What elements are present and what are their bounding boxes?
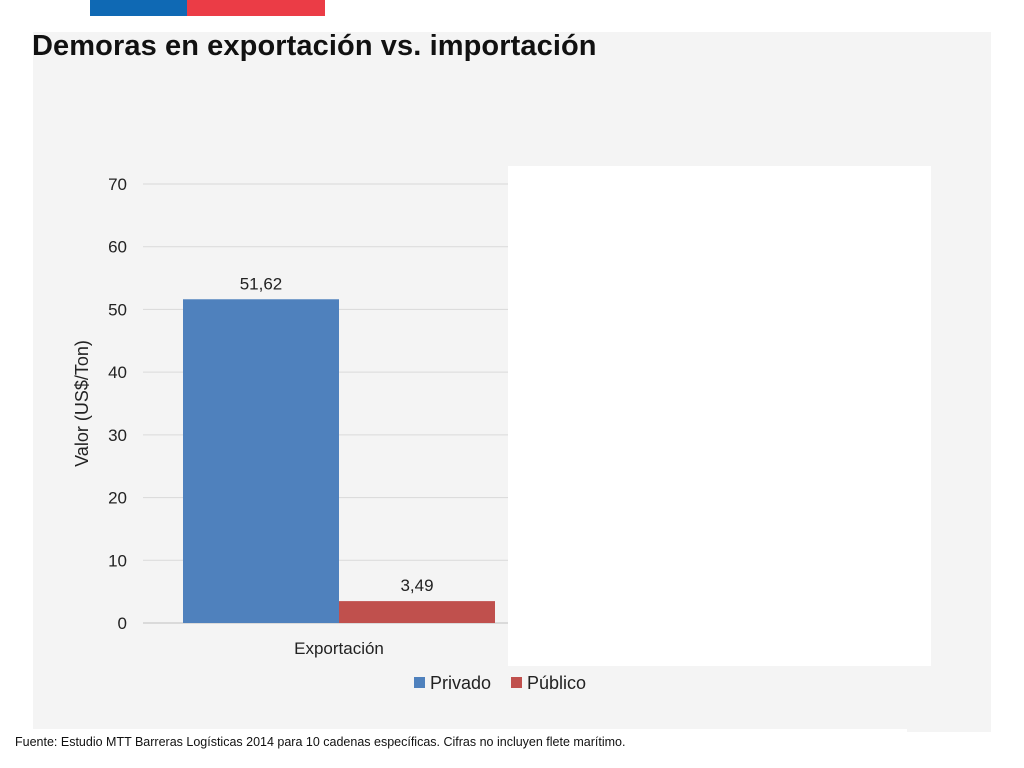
y-tick-label: 50 [108, 300, 127, 319]
x-tick-label: Exportación [294, 639, 384, 658]
data-label: 3,49 [400, 576, 433, 595]
legend-label: Privado [430, 673, 491, 693]
source-note: Fuente: Estudio MTT Barreras Logísticas … [15, 735, 626, 749]
flag-blue-stripe [90, 0, 187, 16]
bar-chart: 51,62 3,49 0 10 20 30 40 50 60 70 Exportación Val… [72, 175, 683, 693]
y-tick-label: 20 [108, 489, 127, 508]
bar-público [339, 601, 495, 623]
legend-swatch-privado [414, 677, 425, 688]
y-tick-label: 60 [108, 238, 127, 257]
flag-red-stripe [187, 0, 325, 16]
bars: 51,62 3,49 [183, 274, 495, 623]
legend-label: Público [527, 673, 586, 693]
y-tick-label: 10 [108, 551, 127, 570]
bar-privado [183, 299, 339, 623]
source-footer: Fuente: Estudio MTT Barreras Logísticas … [5, 729, 907, 755]
y-tick-label: 70 [108, 175, 127, 194]
slide-title: Demoras en exportación vs. importación [32, 30, 597, 62]
axes: 0 10 20 30 40 50 60 70 Exportación [108, 175, 384, 658]
data-label: 51,62 [240, 274, 283, 293]
legend: Privado Público [414, 673, 586, 693]
y-tick-label: 40 [108, 363, 127, 382]
y-tick-label: 30 [108, 426, 127, 445]
legend-swatch-público [511, 677, 522, 688]
blank-white-panel [508, 166, 931, 666]
y-tick-label: 0 [118, 614, 127, 633]
y-axis-label: Valor (US$/Ton) [72, 340, 92, 467]
